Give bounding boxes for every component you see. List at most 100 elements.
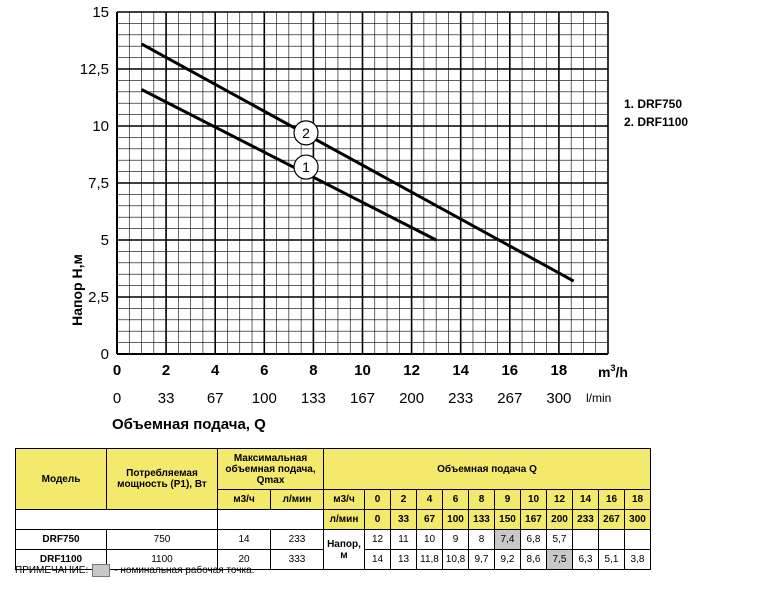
spacer-cell [15,509,218,530]
q-m3h-cell: 16 [598,489,625,510]
x-tick-label-lmin: 33 [158,390,175,407]
header-flow-lmin: л/мин [323,509,365,530]
head-cell: 6,3 [572,549,599,570]
chart-series [140,42,575,283]
q-m3h-cell: 0 [364,489,391,510]
q-lmin-cell: 67 [416,509,443,530]
head-cell: 11 [390,529,417,550]
y-tick-label: 2,5 [88,289,109,306]
q-m3h-cell: 4 [416,489,443,510]
q-m3h-cell: 2 [390,489,417,510]
series-marker-1 [293,154,319,180]
note-prefix: ПРИМЕЧАНИЕ: [15,565,89,576]
q-m3h-cell: 18 [624,489,651,510]
q-lmin-cell: 0 [364,509,391,530]
x-tick-label-m3h: 10 [354,362,371,379]
power-cell: 750 [106,529,218,550]
header-power: Потребляемая мощность (Р1), Вт [106,448,218,510]
head-cell: 13 [390,549,417,570]
series-line-1 [140,88,437,242]
x-tick-label-m3h: 12 [403,362,420,379]
spec-table: Модель Потребляемая мощность (Р1), Вт Ма… [15,448,651,570]
x-tick-label-lmin: 267 [497,390,522,407]
q-lmin-cell: 133 [468,509,495,530]
x-tick-label-lmin: 67 [207,390,224,407]
x-tick-label-lmin: 233 [448,390,473,407]
q-m3h-cell: 12 [546,489,573,510]
q-m3h-cell: 6 [442,489,469,510]
note-text: - номинальная рабочая точка. [114,565,255,576]
chart-legend: 1. DRF750 2. DRF1100 [624,95,688,131]
q-lmin-cell: 233 [572,509,599,530]
x-tick-label-lmin: 167 [350,390,375,407]
chart-grid [116,11,609,355]
q-lmin-cell: 100 [442,509,469,530]
series-marker-2 [293,120,319,146]
head-cell: 9,7 [468,549,495,570]
nominal-point-swatch [92,564,111,577]
head-cell-nominal: 7,4 [494,529,521,550]
series-line-2 [140,42,575,283]
x-tick-label-lmin: 100 [252,390,277,407]
table-row: DRF1100 1100 20 333 14 13 11,8 10,8 9,7 … [15,549,651,570]
head-cell: 5,7 [546,529,573,550]
x-tick-label-m3h: 4 [211,362,220,379]
q-m3h-cell: 8 [468,489,495,510]
head-cell [624,529,651,550]
head-cell: 8,6 [520,549,547,570]
head-cell: 10,8 [442,549,469,570]
qmax-m3h-cell: 14 [217,529,271,550]
x-tick-label-lmin: 200 [399,390,424,407]
x-tick-label-m3h: 2 [162,362,170,379]
x-tick-label-lmin: 0 [113,390,121,407]
x-tick-label-m3h: 0 [113,362,121,379]
head-cell: 8 [468,529,495,550]
q-m3h-cell: 14 [572,489,599,510]
q-lmin-cell: 150 [494,509,521,530]
head-cell: 11,8 [416,549,443,570]
head-cell: 12 [364,529,391,550]
x-unit-lmin: l/min [586,391,611,405]
chart-markers: 21 [293,120,319,180]
q-lmin-cell: 167 [520,509,547,530]
y-tick-label: 0 [101,346,109,363]
x-unit-m3h: m3/h [598,363,628,380]
x-tick-label-m3h: 8 [309,362,317,379]
head-cell: 3,8 [624,549,651,570]
qmax-lmin-cell: 233 [270,529,324,550]
x-tick-label-m3h: 18 [551,362,568,379]
head-cell [572,529,599,550]
header-flow-unit: м3/ч [323,489,365,510]
legend-item-2: 2. DRF1100 [624,115,689,129]
x-tick-label-m3h: 14 [452,362,469,379]
head-cell: 9,2 [494,549,521,570]
x-axis-title: Объемная подача, Q [112,416,266,433]
series-marker-label: 2 [302,125,310,141]
q-lmin-cell: 33 [390,509,417,530]
head-cell: 10 [416,529,443,550]
header-qmax-m3h: м3/ч [217,489,271,510]
model-cell: DRF750 [15,529,107,550]
y-tick-label: 7,5 [88,175,109,192]
head-label-cell: Напор, м [323,529,365,570]
head-cell: 9 [442,529,469,550]
x-tick-label-m3h: 16 [501,362,518,379]
table-row: DRF750 750 14 233 Напор, м 12 11 10 9 8 … [15,529,651,570]
series-marker-label: 1 [302,159,310,175]
q-m3h-cell: 10 [520,489,547,510]
head-cell: 5,1 [598,549,625,570]
note: ПРИМЕЧАНИЕ: - номинальная рабочая точка. [15,564,254,577]
x-tick-label-lmin: 133 [301,390,326,407]
y-tick-label: 5 [101,232,109,249]
q-lmin-cell: 300 [624,509,651,530]
header-model: Модель [15,448,107,510]
q-m3h-cell: 9 [494,489,521,510]
q-lmin-cell: 200 [546,509,573,530]
legend-item-1: 1. DRF750 [624,97,683,111]
q-lmin-cell: 267 [598,509,625,530]
head-cell: 6,8 [520,529,547,550]
spacer-cell [217,509,324,530]
header-qmax-lmin: л/мин [270,489,324,510]
